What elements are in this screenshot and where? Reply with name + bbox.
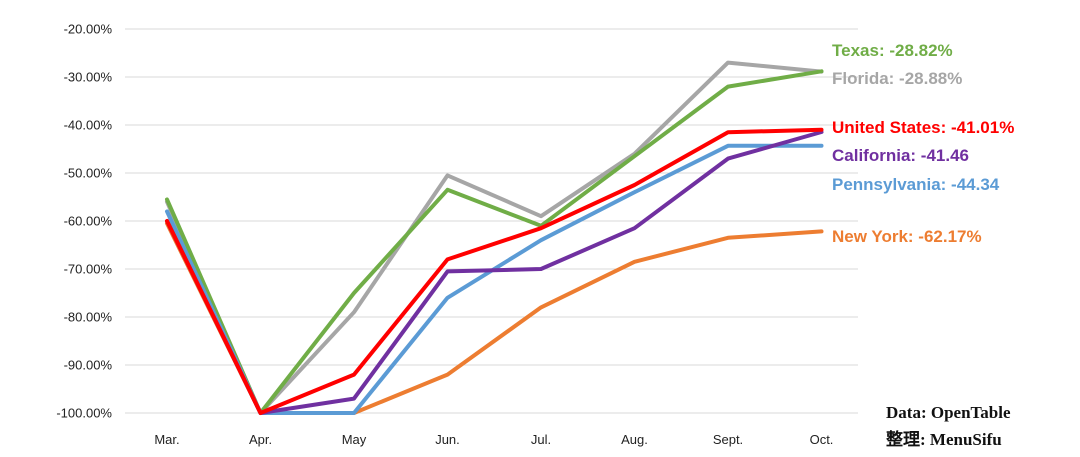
y-tick-label: -100.00%: [56, 406, 112, 421]
x-axis-tick-labels: Mar. Apr. May Jun. Jul. Aug. Sept. Oct.: [154, 432, 833, 447]
x-tick-label: Jul.: [531, 432, 551, 447]
x-tick-label: Jun.: [435, 432, 460, 447]
series-line-texas: [165, 69, 824, 415]
y-tick-label: -80.00%: [64, 310, 113, 325]
series-line-pennsylvania: [165, 143, 824, 415]
source-line-2: 整理: MenuSifu: [886, 429, 1002, 449]
series-line-california: [165, 130, 824, 415]
y-tick-label: -40.00%: [64, 118, 113, 133]
series-end-labels: Florida: -28.88% Texas: -28.82% New York: …: [832, 41, 1014, 246]
series-label-texas: Texas: -28.82%: [832, 41, 953, 60]
x-tick-label: Oct.: [810, 432, 834, 447]
y-tick-label: -20.00%: [64, 22, 113, 37]
series-label-united-states: United States: -41.01%: [832, 118, 1014, 137]
series-line-united-states: [165, 127, 824, 415]
y-tick-label: -70.00%: [64, 262, 113, 277]
source-note: Data: OpenTable 整理: MenuSifu: [886, 403, 1011, 449]
series-label-new-york: New York: -62.17%: [832, 227, 982, 246]
series-line-new-york: [165, 221, 824, 415]
series-label-pennsylvania: Pennsylvania: -44.34: [832, 175, 1000, 194]
x-tick-label: Mar.: [154, 432, 179, 447]
source-line-1: Data: OpenTable: [886, 403, 1011, 422]
y-tick-label: -60.00%: [64, 214, 113, 229]
y-tick-label: -90.00%: [64, 358, 113, 373]
y-tick-label: -50.00%: [64, 166, 113, 181]
y-axis-tick-labels: -20.00% -30.00% -40.00% -50.00% -60.00% -70.0…: [56, 22, 112, 421]
x-tick-label: Sept.: [713, 432, 743, 447]
x-tick-label: Aug.: [621, 432, 648, 447]
series-label-california: California: -41.46: [832, 146, 969, 165]
x-tick-label: Apr.: [249, 432, 272, 447]
series-label-florida: Florida: -28.88%: [832, 69, 962, 88]
x-tick-label: May: [342, 432, 367, 447]
series-lines: [165, 60, 824, 415]
y-tick-label: -30.00%: [64, 70, 113, 85]
